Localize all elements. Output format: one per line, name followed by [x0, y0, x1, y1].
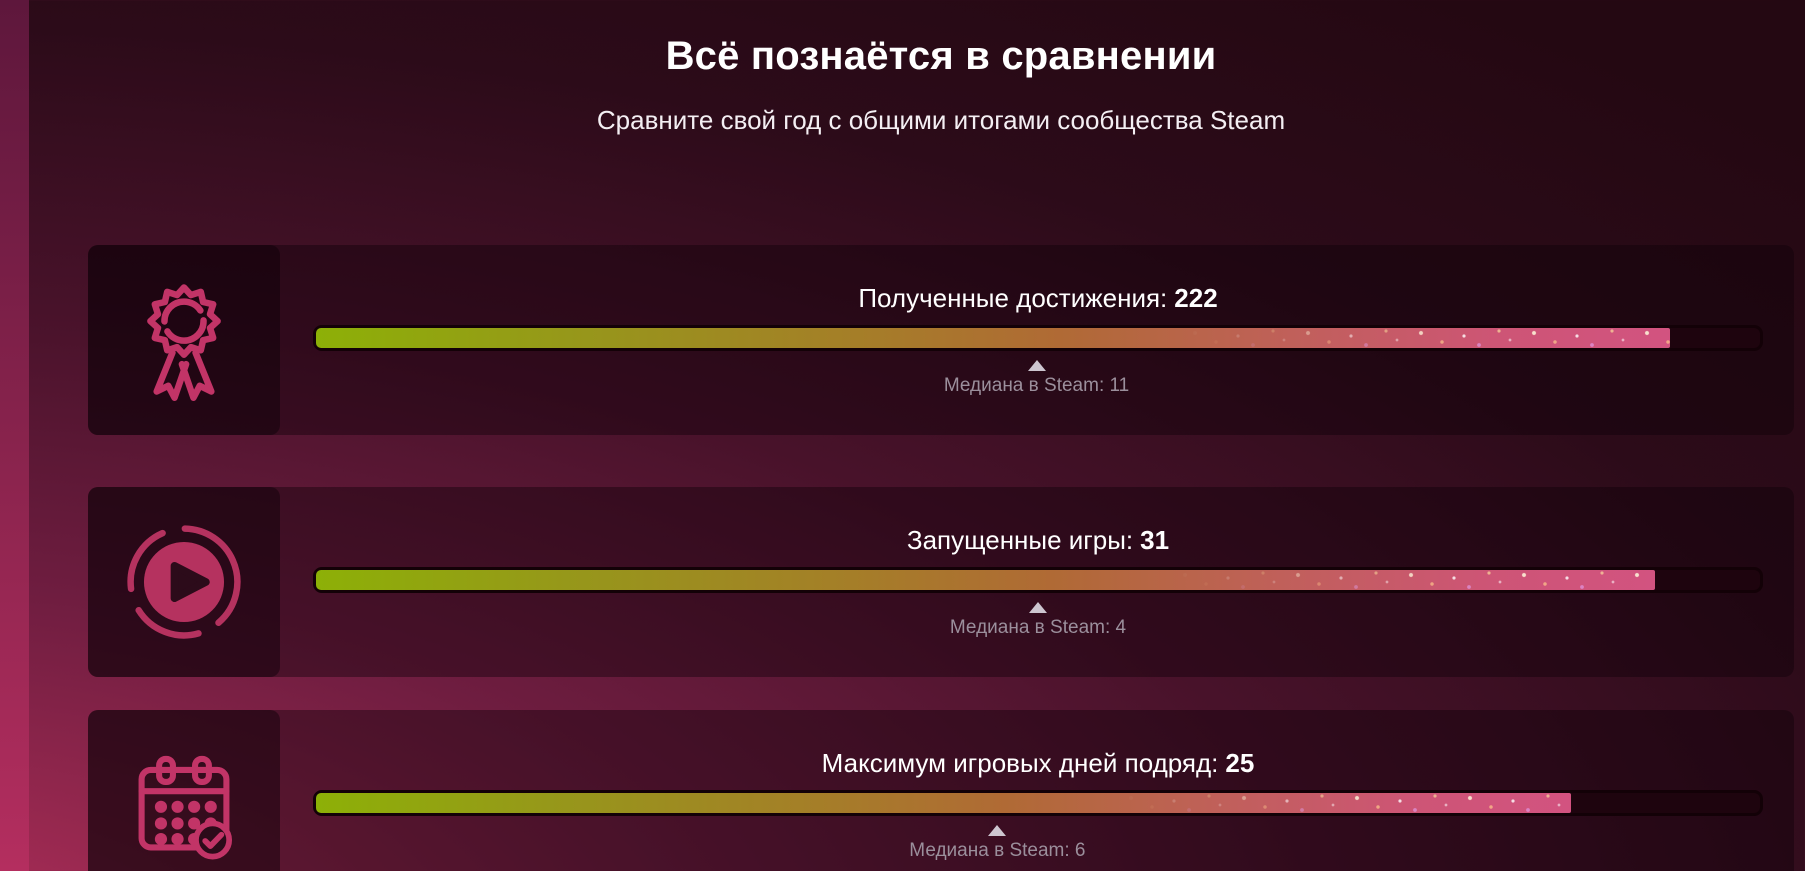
median-label: Медиана в Steam: 6: [909, 840, 1086, 861]
stat-row-achievements: Полученные достижения: 222 Медиана в Stea…: [88, 245, 1794, 435]
page-edge-gradient: [0, 0, 29, 871]
progress-bar-track: [313, 325, 1763, 351]
page-title: Всё познаётся в сравнении: [665, 34, 1217, 78]
stat-area: Полученные достижения: 222 Медиана в Stea…: [313, 245, 1763, 435]
stat-label-text: Запущенные игры:: [906, 525, 1134, 555]
stat-row-consecutive-days: Максимум игровых дней подряд: 25 Медиана …: [88, 710, 1794, 871]
stat-icon-box: [88, 487, 280, 677]
play-circle-icon: [127, 525, 241, 639]
median-marker-icon: [988, 825, 1007, 836]
stat-label-text: Максимум игровых дней подряд:: [821, 748, 1219, 778]
progress-bar-track: [313, 567, 1763, 593]
stat-value: 222: [1174, 283, 1218, 313]
median-label: Медиана в Steam: 11: [943, 375, 1130, 396]
median-marker-icon: [1029, 602, 1047, 613]
stat-icon-box: [88, 245, 280, 435]
comparison-section: Всё познаётся в сравнении Сравните свой …: [88, 0, 1794, 871]
progress-bar-fill: [316, 328, 1671, 348]
stat-value: 25: [1225, 748, 1255, 778]
award-ribbon-icon: [147, 284, 221, 402]
stat-label: Полученные достижения: 222: [313, 283, 1763, 314]
section-header: Всё познаётся в сравнении Сравните свой …: [88, 0, 1794, 136]
stat-area: Максимум игровых дней подряд: 25 Медиана …: [313, 710, 1763, 871]
progress-bar-track: [313, 790, 1763, 816]
stat-label: Максимум игровых дней подряд: 25: [313, 748, 1763, 779]
stat-label: Запущенные игры: 31: [313, 525, 1763, 556]
stat-icon-box: [88, 710, 280, 871]
median-marker-icon: [1027, 360, 1046, 371]
page-subtitle: Сравните свой год с общими итогами сообщ…: [596, 105, 1286, 135]
calendar-check-icon: [138, 755, 233, 860]
stat-label-text: Полученные достижения:: [858, 283, 1168, 313]
stat-value: 31: [1140, 525, 1170, 555]
stat-area: Запущенные игры: 31 Медиана в Steam: 4: [313, 487, 1763, 677]
progress-bar-fill: [316, 570, 1655, 590]
median-label: Медиана в Steam: 4: [949, 617, 1127, 638]
progress-bar-fill: [316, 793, 1571, 813]
stat-row-games-played: Запущенные игры: 31 Медиана в Steam: 4: [88, 487, 1794, 677]
